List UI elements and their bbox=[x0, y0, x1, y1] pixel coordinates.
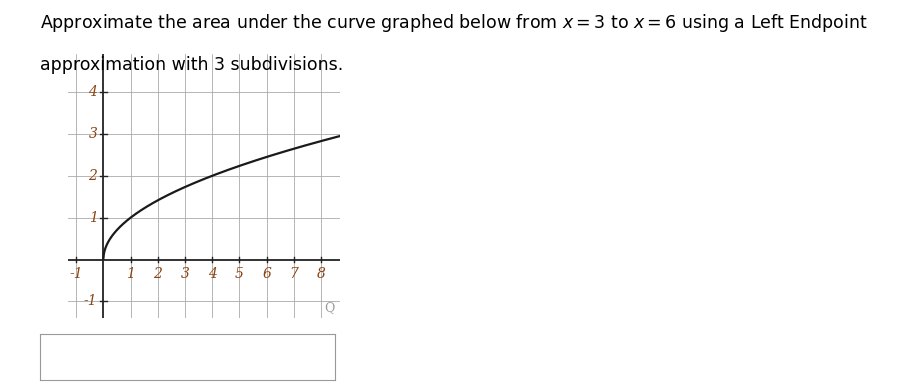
Text: 2: 2 bbox=[153, 267, 162, 281]
Text: -1: -1 bbox=[83, 294, 97, 308]
Text: Q: Q bbox=[324, 301, 335, 314]
Text: 4: 4 bbox=[89, 85, 97, 99]
Text: Approximate the area under the curve graphed below from $x=3$ to $x=6$ using a L: Approximate the area under the curve gra… bbox=[40, 12, 868, 34]
Text: 5: 5 bbox=[235, 267, 244, 281]
Text: 7: 7 bbox=[289, 267, 298, 281]
Text: 3: 3 bbox=[180, 267, 190, 281]
Text: 4: 4 bbox=[208, 267, 217, 281]
Text: 1: 1 bbox=[126, 267, 135, 281]
Text: 8: 8 bbox=[317, 267, 326, 281]
Text: 3: 3 bbox=[89, 127, 97, 141]
Text: 6: 6 bbox=[262, 267, 271, 281]
Text: 2: 2 bbox=[89, 169, 97, 183]
Text: -1: -1 bbox=[69, 267, 83, 281]
Text: 1: 1 bbox=[89, 211, 97, 225]
Text: approximation with 3 subdivisions.: approximation with 3 subdivisions. bbox=[40, 56, 343, 74]
